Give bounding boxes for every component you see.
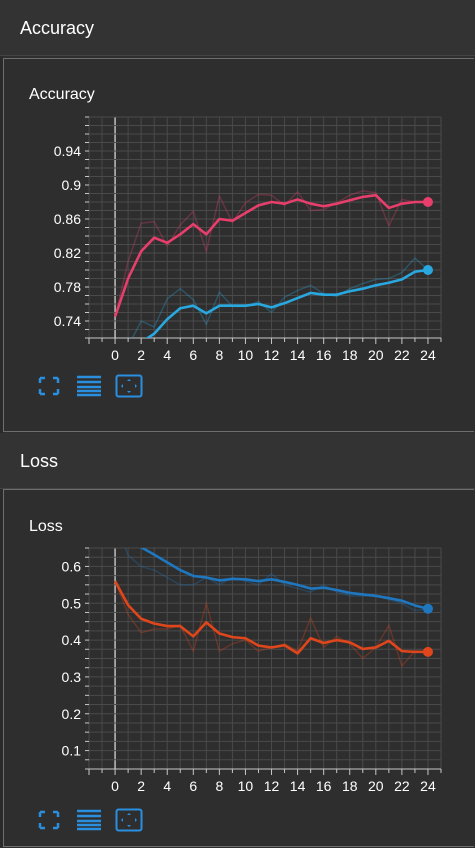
toggle-log-scale-button[interactable] [76, 809, 102, 831]
accuracy-card-title: Accuracy [29, 86, 95, 103]
series-end-marker [422, 646, 433, 657]
fit-domain-button[interactable] [36, 375, 62, 397]
y-tick-label: 0.3 [62, 669, 82, 685]
series-raw-line [114, 190, 428, 317]
x-tick-label: 22 [394, 778, 410, 794]
x-tick-label: 8 [215, 778, 223, 794]
series-end-marker [422, 265, 433, 275]
toggle-log-scale-button[interactable] [76, 375, 102, 397]
x-tick-label: 12 [264, 778, 280, 794]
toggle-y-axis-icon [115, 808, 143, 832]
y-tick-label: 0.1 [62, 743, 82, 759]
x-tick-label: 18 [342, 347, 358, 363]
left-edge [0, 0, 3, 847]
fit-domain-icon [38, 376, 60, 396]
y-tick-label: 0.2 [62, 706, 82, 722]
loss-card-title: Loss [29, 518, 63, 535]
x-tick-label: 22 [394, 347, 410, 363]
accuracy-chart[interactable]: 0.740.780.820.860.90.940 2 4 6 8 10 12 14 16 18 20… [4, 59, 475, 433]
y-tick-label: 0.82 [54, 245, 81, 261]
y-tick-label: 0.5 [62, 595, 82, 611]
y-tick-label: 0.78 [54, 279, 81, 295]
x-tick-label: 4 [163, 778, 171, 794]
series-raw-line [131, 257, 429, 338]
x-tick-label: 18 [342, 778, 358, 794]
toggle-y-axis-button[interactable] [115, 808, 143, 832]
x-tick-label: 24 [420, 347, 436, 363]
loss-section-header[interactable]: Loss [0, 433, 475, 489]
series-smoothed-line [145, 268, 429, 338]
fit-domain-icon [38, 810, 60, 830]
x-tick-label: 4 [163, 347, 171, 363]
x-tick-label: 20 [368, 347, 384, 363]
y-tick-label: 0.74 [54, 313, 81, 329]
x-tick-label: 20 [368, 778, 384, 794]
series-group [113, 548, 429, 668]
x-tick-label: 14 [290, 347, 306, 363]
x-tick-label: 2 [137, 347, 145, 363]
x-tick-label: 16 [316, 347, 332, 363]
series-end-marker [422, 603, 433, 614]
series-smoothed-line [139, 548, 429, 611]
x-tick-label: 16 [316, 778, 332, 794]
series-smoothed-line [113, 580, 428, 655]
x-tick-label: 0 [111, 347, 119, 363]
loss-chart[interactable]: 0.10.20.30.40.50.60 2 4 6 8 10 12 14 16 18 20 22 24 [4, 490, 475, 848]
series-smoothed-line [113, 193, 428, 318]
series-group [113, 190, 429, 338]
series-end-marker [422, 197, 433, 207]
x-tick-label: 0 [111, 778, 119, 794]
y-tick-label: 0.86 [54, 211, 81, 227]
x-tick-label: 24 [420, 778, 436, 794]
x-tick-label: 10 [238, 347, 254, 363]
y-tick-label: 0.9 [62, 177, 82, 193]
loss-section-title: Loss [20, 451, 59, 471]
toggle-y-axis-button[interactable] [115, 374, 143, 398]
x-tick-label: 12 [264, 347, 280, 363]
x-tick-label: 10 [238, 778, 254, 794]
accuracy-section-title: Accuracy [20, 18, 95, 38]
toggle-y-axis-icon [115, 374, 143, 398]
accuracy-card: Accuracy 0.74 0.78 0.82 0.86 0.9 0.94 0 2 4 6 8 10 1… [3, 58, 474, 432]
toggle-log-scale-icon [77, 375, 101, 397]
y-tick-label: 0.94 [54, 143, 81, 159]
accuracy-section-header[interactable]: Accuracy [0, 0, 475, 56]
y-tick-label: 0.6 [62, 558, 82, 574]
fit-domain-button[interactable] [36, 809, 62, 831]
x-tick-label: 2 [137, 778, 145, 794]
loss-card: Loss 0.1 0.2 0.3 0.4 0.5 0.6 0 2 4 6 8 10 12 14 16 18 20… [3, 489, 474, 847]
toggle-log-scale-icon [77, 809, 101, 831]
x-tick-label: 8 [215, 347, 223, 363]
x-tick-label: 14 [290, 778, 306, 794]
x-tick-label: 6 [189, 778, 197, 794]
y-tick-label: 0.4 [62, 632, 82, 648]
x-tick-label: 6 [189, 347, 197, 363]
